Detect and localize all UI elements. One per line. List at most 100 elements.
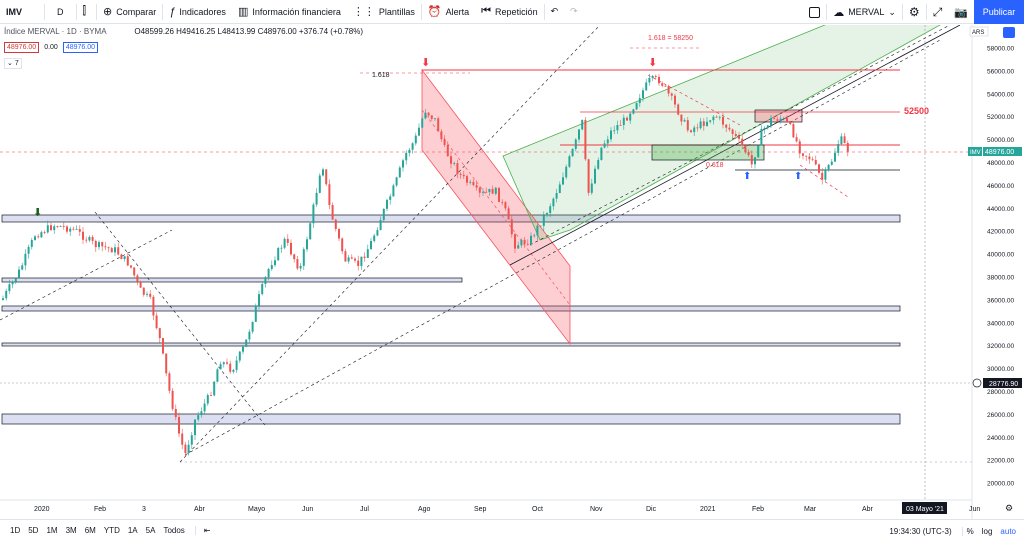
gear-icon[interactable]: ⚙ — [1005, 504, 1013, 514]
candle-body — [642, 90, 644, 99]
candle-body — [69, 228, 72, 232]
range-5a[interactable]: 5A — [145, 526, 156, 535]
range-3m[interactable]: 3M — [65, 526, 77, 535]
candle-body — [395, 177, 398, 186]
support-zone[interactable] — [1, 214, 901, 223]
symbol-title[interactable]: Índice MERVAL · 1D · BYMA — [4, 27, 107, 36]
fib-top-label: 1.618 = 58250 — [648, 35, 693, 42]
settings-toggle[interactable] — [1003, 27, 1015, 38]
chart-type-button[interactable]: ⫿ — [77, 0, 97, 24]
layout-button[interactable]: ☁ MERVAL ⌄ — [827, 0, 902, 24]
financials-button[interactable]: ▥ Información financiera — [232, 0, 347, 24]
candle-body — [203, 403, 206, 412]
candle-body — [290, 242, 292, 255]
candle-body — [184, 444, 187, 453]
auto-scale-toggle[interactable]: auto — [1000, 526, 1016, 536]
alert-button[interactable]: ⏰ Alerta — [422, 0, 475, 24]
trendline[interactable] — [529, 25, 951, 246]
candle-body — [590, 183, 593, 193]
price-tick-label: 58000.00 — [987, 46, 1014, 53]
fullscreen-toggle[interactable] — [803, 0, 826, 24]
time-tick-label: Jun — [969, 506, 980, 513]
candle-body — [597, 160, 600, 169]
candle-body — [194, 419, 196, 436]
arrow-up-icon: ⬆ — [743, 171, 751, 182]
indicators-toggle[interactable]: ⌄ 7 — [4, 58, 22, 69]
price-axis[interactable]: 58000.00 56000.00 54000.00 52000.00 50000.00… — [987, 46, 1014, 488]
undo-button[interactable]: ↶ — [545, 0, 565, 24]
price-chart[interactable]: ⬇ ⬇ ⬇ ⬆ ⬆ 1.618 = 58250 1.618 0.618 5250… — [0, 25, 1024, 519]
ascending-channel[interactable] — [502, 25, 941, 241]
candle-body — [450, 156, 452, 164]
candle-body — [827, 164, 830, 170]
candle-body — [578, 129, 580, 140]
candle-body — [738, 136, 740, 139]
candle-body — [370, 240, 372, 250]
price-tick-label: 24000.00 — [987, 435, 1014, 442]
templates-button[interactable]: ⋮⋮ Plantillas — [347, 0, 421, 24]
publish-button[interactable]: Publicar — [974, 0, 1024, 24]
range-1a[interactable]: 1A — [127, 526, 138, 535]
candle-body — [702, 121, 705, 126]
candle-body — [302, 249, 305, 266]
snapshot-button[interactable]: 📷 — [948, 0, 974, 24]
trendline[interactable] — [0, 229, 173, 321]
support-zone[interactable] — [1, 413, 901, 425]
indicators-button[interactable]: ƒ Indicadores — [163, 0, 232, 24]
candle-body — [424, 112, 427, 119]
range-5d[interactable]: 5D — [28, 526, 39, 535]
compare-button[interactable]: ⊕ Comparar — [97, 0, 162, 24]
log-scale-toggle[interactable]: log — [981, 526, 993, 536]
candle-body — [690, 130, 692, 133]
candle-body — [85, 239, 88, 241]
range-1m[interactable]: 1M — [46, 526, 58, 535]
ask-price[interactable]: 48976.00 — [62, 42, 99, 53]
timezone-clock[interactable]: 19:34:30 (UTC-3) — [885, 526, 963, 536]
range-1d[interactable]: 1D — [10, 526, 21, 535]
candle-body — [280, 247, 283, 249]
candle-body — [574, 139, 577, 149]
candle-body — [75, 229, 78, 230]
support-zone[interactable] — [1, 277, 463, 283]
plot-background[interactable] — [0, 25, 972, 519]
candle-body — [491, 188, 494, 194]
redo-button[interactable]: ↷ — [564, 0, 584, 24]
fullscreen-button[interactable]: ⤢ — [927, 0, 949, 24]
fib-mid-label: 0.618 — [706, 162, 724, 169]
symbol-search[interactable]: IMV — [6, 6, 23, 17]
support-zone[interactable] — [1, 305, 901, 312]
candle-body — [283, 238, 286, 248]
candle-body — [245, 339, 248, 347]
range-ytd[interactable]: YTD — [103, 526, 120, 535]
candle-body — [501, 201, 504, 203]
candlestick-series[interactable] — [2, 73, 849, 457]
templates-icon: ⋮⋮ — [352, 6, 375, 18]
time-axis[interactable]: 2020 Feb 3 Abr Mayo Jun Jul Ago Sep Oct Nov Dic 2021… — [34, 506, 980, 513]
candle-body — [107, 247, 110, 249]
support-zone[interactable] — [1, 342, 901, 347]
last-symbol-badge — [968, 147, 982, 156]
candle-body — [270, 265, 273, 270]
candle-body — [78, 229, 81, 232]
settings-button[interactable]: ⚙ — [903, 0, 926, 24]
time-tick-label: Abr — [862, 506, 874, 513]
trendline[interactable] — [179, 25, 601, 463]
candle-body — [267, 269, 270, 278]
candle-body — [181, 433, 184, 445]
interval-button[interactable]: D — [57, 6, 64, 17]
percent-scale-toggle[interactable]: % — [966, 526, 974, 536]
range-all[interactable]: Todos — [163, 526, 185, 535]
candle-body — [53, 226, 56, 231]
bid-price[interactable]: 48976.00 — [4, 42, 40, 53]
demand-zone[interactable] — [651, 144, 765, 161]
replay-button[interactable]: ⏮ Repetición — [475, 0, 543, 24]
candle-body — [789, 122, 792, 125]
range-6m[interactable]: 6M — [84, 526, 96, 535]
arrow-down-icon: ⬇ — [648, 56, 657, 69]
goto-date-button[interactable]: ⇤ — [194, 526, 215, 535]
supply-zone[interactable] — [754, 109, 803, 123]
candle-body — [242, 346, 244, 352]
candle-body — [549, 206, 552, 214]
candle-body — [645, 82, 648, 91]
plus-circle-icon[interactable] — [972, 378, 982, 388]
